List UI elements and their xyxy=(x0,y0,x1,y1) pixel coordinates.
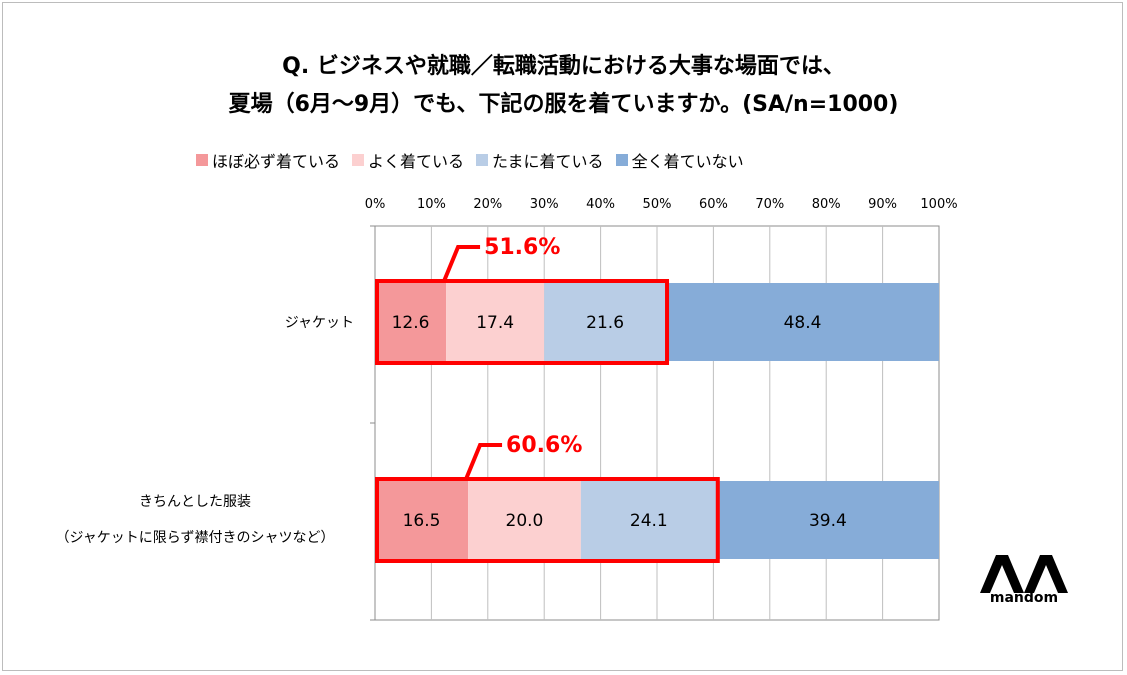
legend-item: よく着ている xyxy=(352,148,464,172)
data-label: 48.4 xyxy=(784,313,822,333)
category-label: きちんとした服装 xyxy=(139,494,251,510)
bar-segment xyxy=(716,481,939,559)
legend-label: ほぼ必ず着ている xyxy=(212,152,341,171)
x-tick-label: 20% xyxy=(473,197,502,212)
bar-segment xyxy=(580,481,717,559)
x-tick-label: 90% xyxy=(868,197,897,212)
legend-swatch xyxy=(352,154,365,166)
x-tick-label: 100% xyxy=(920,197,957,212)
chart-title-line2: 夏場（6月～9月）でも、下記の服を着ていますか。(SA/n=1000) xyxy=(228,92,899,117)
data-label: 21.6 xyxy=(586,313,624,333)
x-tick-label: 10% xyxy=(417,197,446,212)
legend-swatch xyxy=(196,154,208,166)
legend-item: たまに着ている xyxy=(476,148,604,172)
legend-label: よく着ている xyxy=(368,152,465,171)
legend: ほぼ必ず着ている よく着ている たまに着ている 全く着ていない xyxy=(196,148,756,172)
legend-swatch xyxy=(476,154,489,166)
x-tick-label: 40% xyxy=(586,197,615,212)
x-tick-label: 60% xyxy=(699,197,728,212)
data-label: 20.0 xyxy=(506,511,544,531)
data-label: 12.6 xyxy=(392,313,430,333)
callout-leader xyxy=(464,443,503,480)
x-tick-label: 30% xyxy=(530,197,559,212)
data-label: 39.4 xyxy=(809,511,847,531)
category-label: ジャケット xyxy=(285,315,354,331)
legend-label: たまに着ている xyxy=(492,152,604,171)
highlight-box xyxy=(375,279,670,365)
legend-label: 全く着ていない xyxy=(631,152,744,171)
chart-title-line1: Q. ビジネスや就職／転職活動における大事な場面では、 xyxy=(282,54,845,79)
bar-segment xyxy=(666,283,939,361)
data-label: 17.4 xyxy=(476,313,514,333)
bar-segment xyxy=(375,481,469,559)
brand-name: mandom xyxy=(989,590,1059,606)
callout-total-label: 51.6% xyxy=(484,235,560,260)
bar-segment xyxy=(446,283,545,361)
bar-segment xyxy=(544,283,667,361)
data-label: 16.5 xyxy=(403,511,441,531)
x-tick-label: 80% xyxy=(812,197,841,212)
bar-segment xyxy=(468,481,581,559)
x-tick-label: 50% xyxy=(643,197,672,212)
callout-leader xyxy=(442,245,481,282)
x-tick-label: 70% xyxy=(755,197,784,212)
bar-segment xyxy=(375,283,447,361)
data-label: 24.1 xyxy=(630,511,668,531)
legend-item: ほぼ必ず着ている xyxy=(196,148,340,172)
mandom-logo-icon xyxy=(980,555,1068,593)
legend-swatch xyxy=(615,154,628,166)
x-tick-label: 0% xyxy=(365,197,386,212)
category-label-note: （ジャケットに限らず襟付きのシャツなど） xyxy=(55,530,334,546)
callout-total-label: 60.6% xyxy=(506,433,582,458)
legend-item: 全く着ていない xyxy=(615,148,744,172)
highlight-box xyxy=(375,477,720,563)
